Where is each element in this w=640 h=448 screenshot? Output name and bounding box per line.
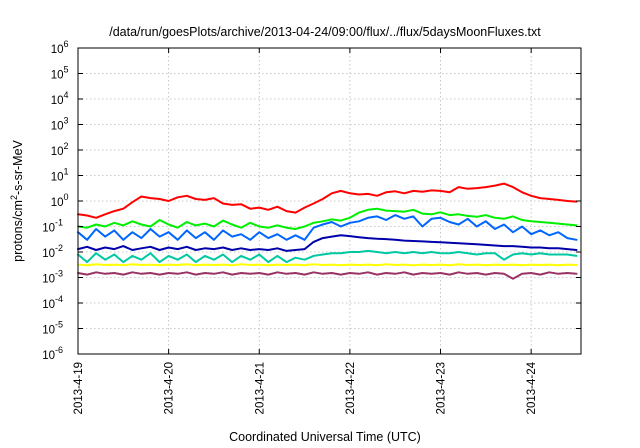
- series-line-7: [77, 271, 578, 280]
- y-tick-label: 103: [51, 116, 69, 133]
- series-line-5: [77, 249, 578, 264]
- series-line-3: [77, 214, 578, 241]
- y-tick-label: 10-1: [42, 218, 63, 235]
- grid: [78, 48, 581, 354]
- y-axis-label: protons/cm2-s-sr-MeV: [9, 139, 25, 261]
- x-tick-label: 2013-4-19: [73, 362, 85, 414]
- series-line-1: [77, 182, 578, 219]
- x-tick-label: 2013-4-21: [254, 362, 266, 414]
- series-layer: [77, 182, 578, 280]
- y-tick-label: 104: [51, 90, 69, 107]
- y-tick-label: 10-3: [42, 269, 63, 286]
- series-line-6: [77, 263, 578, 267]
- series-line-2: [77, 207, 578, 230]
- chart-title: /data/run/goesPlots/archive/2013-04-24/0…: [109, 25, 541, 39]
- x-axis: 2013-4-19 2013-4-20 2013-4-21 2013-4-22 2013…: [73, 48, 538, 414]
- x-tick-label: 2013-4-22: [345, 362, 357, 414]
- y-tick-label: 106: [51, 39, 69, 56]
- x-tick-label: 2013-4-20: [164, 362, 176, 414]
- y-tick-label: 10-6: [42, 345, 63, 362]
- y-tick-label: 105: [51, 65, 69, 82]
- y-tick-label: 10-4: [42, 294, 63, 311]
- y-tick-label: 102: [51, 141, 69, 158]
- y-tick-label: 10-5: [42, 320, 63, 337]
- y-tick-label: 10-2: [42, 243, 63, 260]
- y-axis: 10-6 10-5 10-4 10-3 10-2 10-1 100 101 102 103 104 1…: [42, 39, 581, 362]
- series-line-4: [77, 234, 578, 252]
- plot-frame: [77, 47, 582, 355]
- y-tick-label: 100: [51, 192, 69, 209]
- y-tick-label: 101: [51, 167, 69, 184]
- x-tick-label: 2013-4-23: [436, 362, 448, 414]
- x-tick-label: 2013-4-24: [526, 361, 538, 414]
- x-axis-label: Coordinated Universal Time (UTC): [229, 430, 421, 444]
